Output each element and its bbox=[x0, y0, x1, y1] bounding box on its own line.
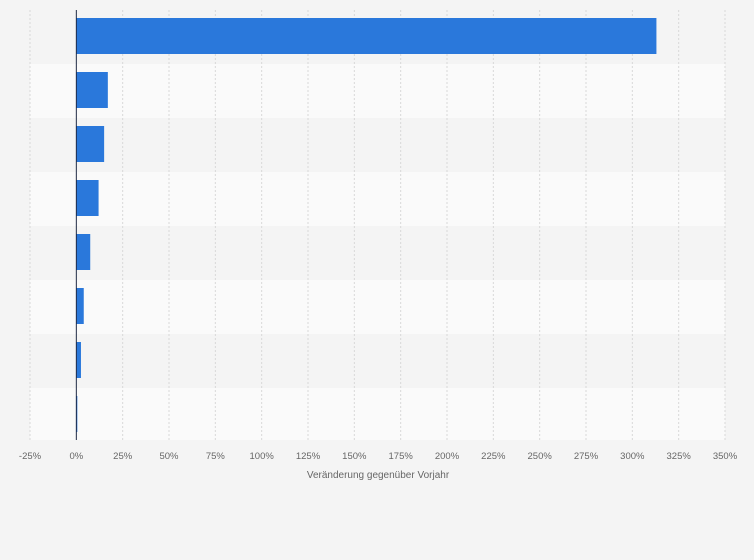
x-tick-label: 25% bbox=[113, 451, 133, 462]
x-tick-label: 350% bbox=[713, 451, 738, 462]
x-tick-label: 300% bbox=[620, 451, 645, 462]
x-tick-label: 250% bbox=[528, 451, 553, 462]
x-tick-label: 100% bbox=[250, 451, 275, 462]
bar[interactable] bbox=[76, 126, 105, 162]
bar[interactable] bbox=[76, 180, 99, 216]
row-band bbox=[30, 64, 725, 118]
row-band bbox=[30, 334, 725, 388]
bar[interactable] bbox=[76, 18, 657, 54]
x-tick-label: 50% bbox=[159, 451, 179, 462]
x-axis-title: Veränderung gegenüber Vorjahr bbox=[307, 470, 450, 481]
row-band bbox=[30, 172, 725, 226]
x-tick-labels: -25% 0% 25% 50% 75% 100% 125% 150% 175% 200% 225% 2… bbox=[19, 451, 738, 462]
bar[interactable] bbox=[76, 72, 108, 108]
x-tick-label: 200% bbox=[435, 451, 460, 462]
x-tick-label: 325% bbox=[667, 451, 692, 462]
bar[interactable] bbox=[76, 288, 84, 324]
bar[interactable] bbox=[76, 342, 81, 378]
x-tick-label: 275% bbox=[574, 451, 599, 462]
row-band bbox=[30, 118, 725, 172]
bar[interactable] bbox=[76, 234, 91, 270]
x-tick-label: -25% bbox=[19, 451, 42, 462]
bars bbox=[76, 18, 657, 432]
row-band bbox=[30, 280, 725, 334]
row-band bbox=[30, 226, 725, 280]
x-tick-label: 225% bbox=[481, 451, 506, 462]
x-tick-label: 150% bbox=[342, 451, 367, 462]
x-tick-label: 125% bbox=[296, 451, 321, 462]
row-bands bbox=[30, 10, 725, 440]
x-tick-label: 0% bbox=[69, 451, 83, 462]
x-tick-label: 75% bbox=[206, 451, 226, 462]
row-band bbox=[30, 388, 725, 440]
x-tick-label: 175% bbox=[389, 451, 414, 462]
